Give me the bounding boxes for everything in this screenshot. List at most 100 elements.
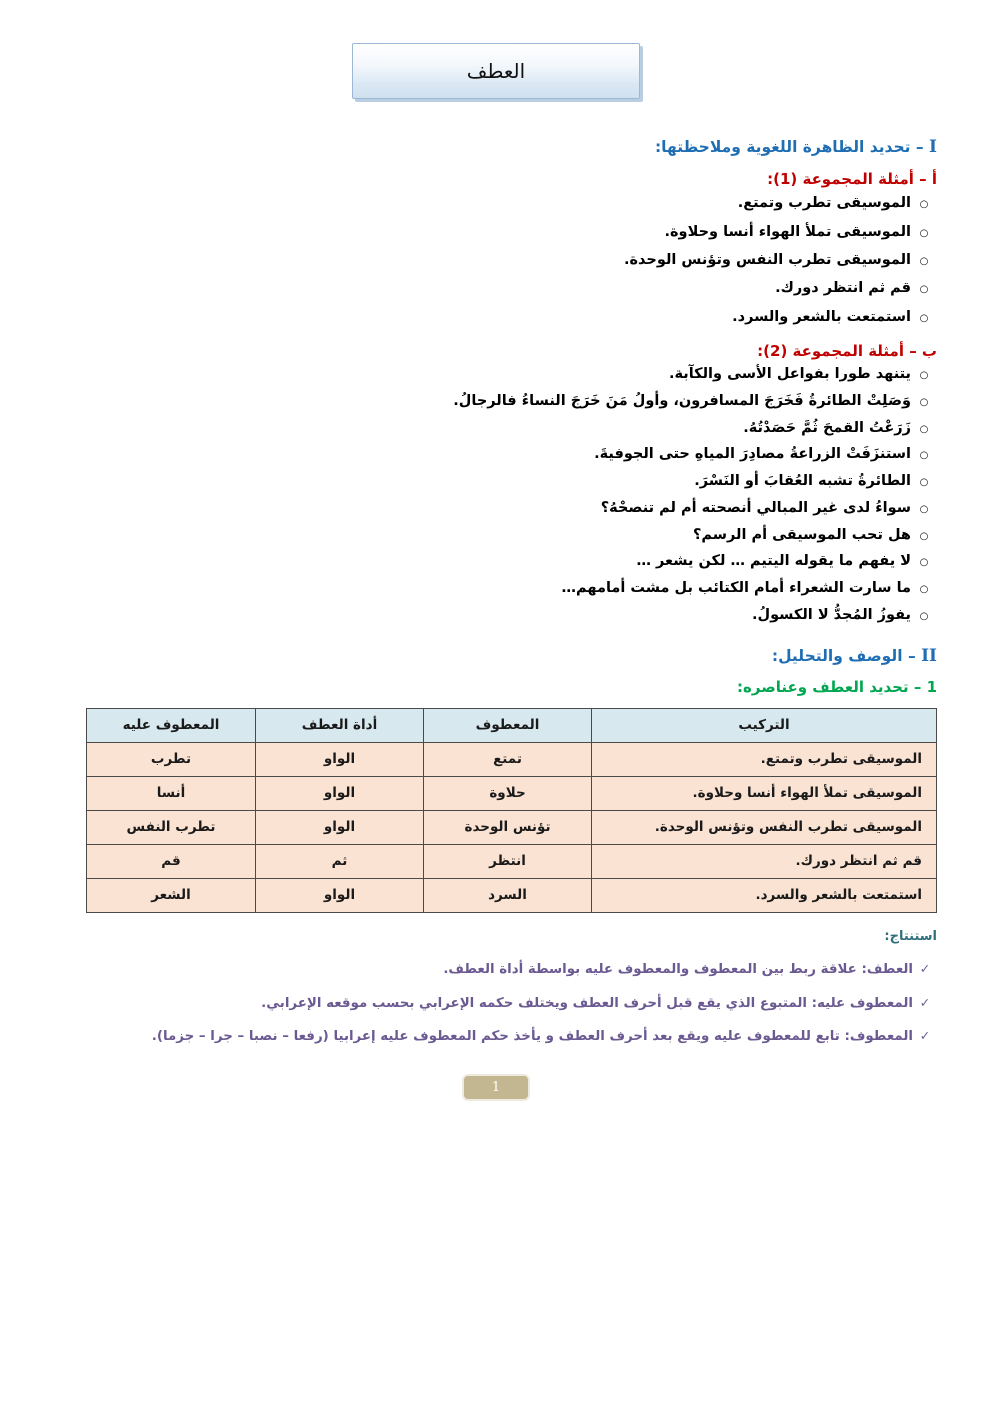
list-item-label: يتنهد طورا بفواعل الأسى والكآبة.: [668, 366, 911, 383]
list-item-label: قم ثم انتظر دورك.: [775, 280, 911, 297]
list-item-label: الموسيقى تطرب النفس وتؤنس الوحدة.: [623, 251, 911, 268]
list-item: ○ استمتعت بالشعر والسرد.: [55, 303, 937, 331]
list-item-label: الموسيقى تطرب وتمتع.: [737, 195, 911, 212]
subsection-one-label: 1 – تحديد العطف وعناصره:: [737, 677, 937, 696]
table-column-header-adat: أداة العطف: [255, 707, 424, 743]
cell-structure: استمتعت بالشعر والسرد.: [591, 877, 937, 913]
hollow-circle-bullet-icon: ○: [919, 423, 929, 435]
cell-adat: الواو: [255, 877, 424, 913]
list-item: ○ ما سارت الشعراء أمام الكتائب بل مشت أم…: [55, 576, 937, 603]
list-item-label: المعطوف عليه: المتبوع الذي يقع قبل أحرف …: [261, 995, 913, 1011]
cell-structure: الموسيقى تطرب النفس وتؤنس الوحدة.: [591, 809, 937, 845]
list-item-label: الموسيقى تملأ الهواء أنسا وحلاوة.: [664, 223, 911, 240]
conclusion-list-block: ✓ العطف: علاقة ربط بين المعطوف والمعطوف …: [55, 953, 937, 1054]
table-column-header-structure: التركيب: [591, 707, 937, 743]
list-item: ○ الموسيقى تطرب النفس وتؤنس الوحدة.: [55, 246, 937, 274]
list-item: ✓ المعطوف: تابع للمعطوف عليه ويقع بعد أح…: [55, 1020, 937, 1054]
section-two-dash: –: [907, 647, 916, 666]
section-one-numeral: I: [929, 137, 937, 157]
list-item: ○ سواءُ لدى غير المبالي أنصحته أم لم تنص…: [55, 495, 937, 522]
cell-adat: الواو: [255, 809, 424, 845]
table-row: الموسيقى تطرب النفس وتؤنس الوحدة. تؤنس ا…: [86, 809, 937, 845]
cell-matuf-alayh: قم: [86, 843, 256, 879]
list-item-label: زَرَعْتُ القمحَ ثُمَّ حَصَدْتُهُ.: [743, 419, 911, 436]
list-item-label: يفوزُ المُجدُّ لا الكسولُ.: [751, 606, 911, 623]
list-item-label: استمتعت بالشعر والسرد.: [732, 308, 911, 325]
group-a-label: أ – أمثلة المجموعة (1):: [767, 169, 937, 188]
list-item: ○ لا يفهم ما يقوله اليتيم … لكن يشعر …: [55, 549, 937, 576]
hollow-circle-bullet-icon: ○: [919, 255, 929, 267]
cell-matuf-alayh: أنسا: [86, 775, 256, 811]
list-item: ○ الموسيقى تطرب وتمتع.: [55, 190, 937, 218]
list-item: ○ يفوزُ المُجدُّ لا الكسولُ.: [55, 602, 937, 629]
group-a-list-block: ○ الموسيقى تطرب وتمتع. ○ الموسيقى تملأ ا…: [55, 190, 937, 332]
cell-matuf: حلاوة: [423, 775, 592, 811]
list-item-label: هل تحب الموسيقى أم الرسم؟: [692, 526, 911, 543]
hollow-circle-bullet-icon: ○: [919, 370, 929, 382]
group-b-list-block: ○ يتنهد طورا بفواعل الأسى والكآبة. ○ وَص…: [55, 362, 937, 630]
table-column-header-matuf-alayh: المعطوف عليه: [86, 707, 256, 743]
conclusion-list: ✓ العطف: علاقة ربط بين المعطوف والمعطوف …: [55, 953, 937, 1054]
group-b-label: ب – أمثلة المجموعة (2):: [757, 341, 937, 360]
list-item: ○ هل تحب الموسيقى أم الرسم؟: [55, 522, 937, 549]
cell-matuf-alayh: الشعر: [86, 877, 256, 913]
section-two-numeral: II: [921, 646, 937, 667]
checkmark-bullet-icon: ✓: [919, 960, 931, 976]
cell-structure: الموسيقى تملأ الهواء أنسا وحلاوة.: [591, 775, 937, 811]
page-number-wrap: 1: [55, 1074, 937, 1102]
page-title: العطف: [466, 59, 526, 83]
table-row: الموسيقى تملأ الهواء أنسا وحلاوة. حلاوة …: [86, 775, 937, 811]
cell-structure: قم ثم انتظر دورك.: [591, 843, 937, 879]
table-row: استمتعت بالشعر والسرد. السرد الواو الشعر: [86, 877, 937, 913]
list-item: ○ قم ثم انتظر دورك.: [55, 275, 937, 303]
cell-matuf: تؤنس الوحدة: [423, 809, 592, 845]
list-item: ○ استنزَفَتْ الزراعةُ مصادِرَ المياهِ حت…: [55, 442, 937, 469]
checkmark-bullet-icon: ✓: [919, 994, 931, 1010]
list-item: ○ زَرَعْتُ القمحَ ثُمَّ حَصَدْتُهُ.: [55, 415, 937, 442]
hollow-circle-bullet-icon: ○: [919, 477, 929, 489]
title-banner: العطف: [352, 43, 640, 99]
hollow-circle-bullet-icon: ○: [919, 284, 929, 296]
table-row: الموسيقى تطرب وتمتع. تمتع الواو تطرب: [86, 741, 937, 777]
list-item-label: سواءُ لدى غير المبالي أنصحته أم لم تنصحْ…: [600, 499, 911, 516]
list-item-label: الطائرةُ تشبه العُقابَ أو النَسْرَ.: [694, 473, 911, 490]
table-header-row: التركيب المعطوف أداة العطف المعطوف عليه: [86, 707, 937, 743]
section-one-dash: –: [915, 138, 924, 156]
hollow-circle-bullet-icon: ○: [919, 610, 929, 622]
cell-adat: الواو: [255, 741, 424, 777]
hollow-circle-bullet-icon: ○: [919, 199, 929, 211]
cell-matuf: السرد: [423, 877, 592, 913]
list-item-label: العطف: علاقة ربط بين المعطوف والمعطوف عل…: [443, 961, 913, 977]
list-item-label: استنزَفَتْ الزراعةُ مصادِرَ المياهِ حتى …: [594, 446, 911, 463]
list-item: ○ يتنهد طورا بفواعل الأسى والكآبة.: [55, 362, 937, 389]
hollow-circle-bullet-icon: ○: [919, 450, 929, 462]
hollow-circle-bullet-icon: ○: [919, 584, 929, 596]
hollow-circle-bullet-icon: ○: [919, 227, 929, 239]
page-number-badge: 1: [462, 1074, 530, 1102]
hollow-circle-bullet-icon: ○: [919, 503, 929, 515]
conclusion-label: استنتاج:: [884, 928, 937, 944]
group-b-examples: ○ يتنهد طورا بفواعل الأسى والكآبة. ○ وَص…: [55, 362, 937, 630]
checkmark-bullet-icon: ✓: [919, 1028, 931, 1044]
list-item: ○ الطائرةُ تشبه العُقابَ أو النَسْرَ.: [55, 469, 937, 496]
table-column-header-matuf: المعطوف: [423, 707, 592, 743]
hollow-circle-bullet-icon: ○: [919, 312, 929, 324]
analysis-table: التركيب المعطوف أداة العطف المعطوف عليه …: [86, 707, 937, 913]
title-banner-wrap: العطف: [55, 0, 937, 99]
cell-adat: الواو: [255, 775, 424, 811]
cell-matuf: انتظر: [423, 843, 592, 879]
list-item-label: لا يفهم ما يقوله اليتيم … لكن يشعر …: [636, 553, 911, 570]
section-two-heading: II – الوصف والتحليل:: [55, 645, 937, 669]
hollow-circle-bullet-icon: ○: [919, 396, 929, 408]
table-row: قم ثم انتظر دورك. انتظر ثم قم: [86, 843, 937, 879]
list-item: ○ الموسيقى تملأ الهواء أنسا وحلاوة.: [55, 218, 937, 246]
section-one-heading-text: تحديد الظاهرة اللغوية وملاحظتها:: [654, 138, 911, 156]
cell-adat: ثم: [255, 843, 424, 879]
hollow-circle-bullet-icon: ○: [919, 530, 929, 542]
hollow-circle-bullet-icon: ○: [919, 557, 929, 569]
list-item-label: المعطوف: تابع للمعطوف عليه ويقع بعد أحرف…: [151, 1029, 913, 1045]
cell-matuf-alayh: تطرب النفس: [86, 809, 256, 845]
cell-structure: الموسيقى تطرب وتمتع.: [591, 741, 937, 777]
group-a-examples: ○ الموسيقى تطرب وتمتع. ○ الموسيقى تملأ ا…: [55, 190, 937, 332]
